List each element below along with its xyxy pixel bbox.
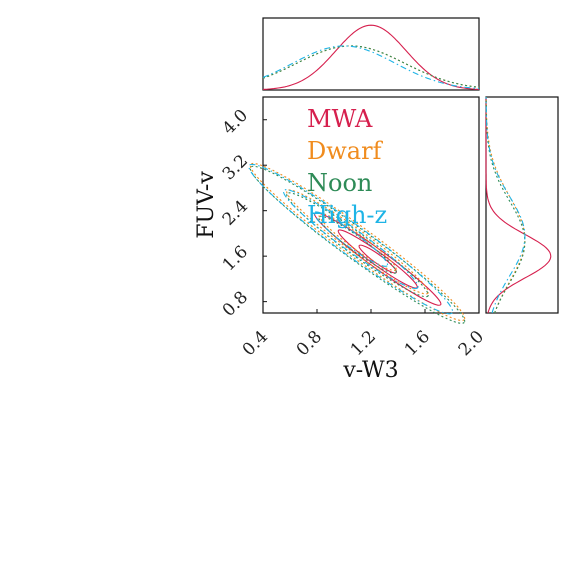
legend-entry-mwa: MWA [307,105,373,133]
right-panel-frame [485,96,559,314]
legend: MWA Dwarf Noon High-z [307,105,387,229]
x-tick-labels: 0.4 0.8 1.2 1.6 2.0 [239,327,488,360]
x-axis-title: v-W3 [342,358,398,383]
y-axis-title: FUV-v [194,171,219,239]
contour-high-z [282,189,419,290]
x-tick-label: 1.6 [401,327,434,360]
right-curve-dwarf [485,97,526,314]
legend-entry-high-z: High-z [307,201,387,229]
right-curve-mwa [485,97,552,314]
y-tick-labels: 0.8 1.6 2.4 3.2 4.0 [219,106,252,321]
y-tick-label: 3.2 [219,151,252,184]
legend-entry-dwarf: Dwarf [307,137,384,165]
legend-entry-noon: Noon [307,169,372,197]
top-curve-high-z [262,45,480,90]
x-tick-label: 1.2 [347,327,380,360]
top-curve-noon [262,45,480,88]
right-curve-noon [485,97,526,314]
top-panel-frame [262,17,480,91]
contour-noon [286,192,429,298]
contour-high-z [313,211,389,267]
contour-mwa [314,212,442,306]
main-contour-panel: MWA Dwarf Noon High-z [248,96,480,324]
y-tick-label: 4.0 [219,106,252,139]
top-marginal-panel [262,17,480,91]
x-tick-label: 0.4 [239,327,272,360]
top-curve-mwa [262,24,480,90]
contour-dwarf [318,212,397,272]
y-tick-label: 1.6 [219,242,252,275]
contour-mwa [337,229,418,289]
contour-dwarf [286,189,429,295]
right-curve-high-z [485,97,526,314]
top-curve-dwarf [262,45,480,88]
contour-noon [318,215,397,274]
right-marginal-panel [485,96,559,314]
y-tick-label: 2.4 [219,197,252,230]
x-tick-label: 0.8 [293,327,326,360]
y-tick-label: 0.8 [219,287,252,320]
x-tick-label: 2.0 [455,327,488,360]
